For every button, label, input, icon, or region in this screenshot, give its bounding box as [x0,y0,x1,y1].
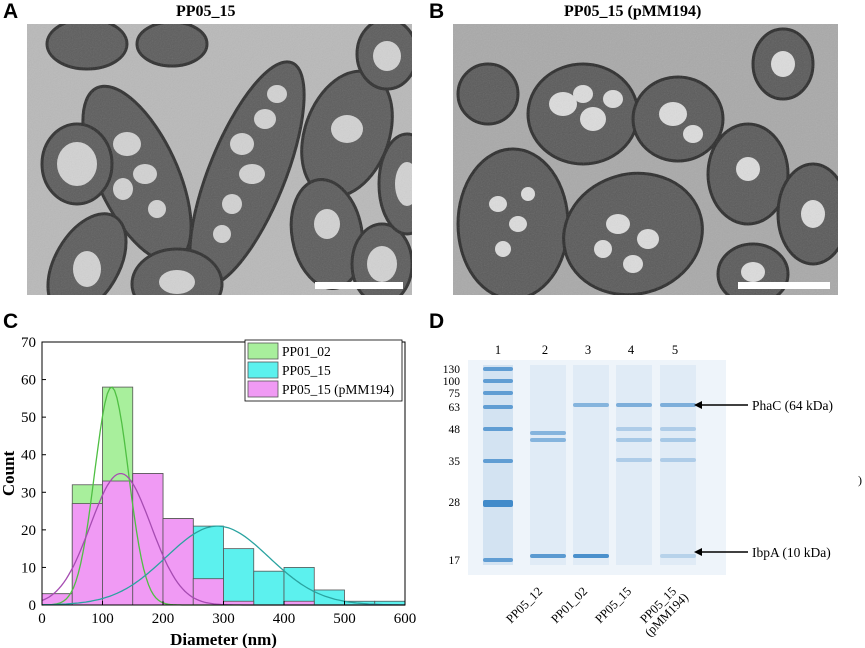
protein-band [530,438,566,442]
protein-band [660,554,696,558]
scale-bar-a [315,282,403,289]
stray-mark: ) [858,473,862,487]
panel-c-letter: C [3,310,19,333]
legend-swatch [247,361,279,379]
y-tick-label: 70 [21,335,36,351]
histogram-chart: 0 100 200 300 400 500 600 0 10 20 30 40 50 60 70 Diamet… [0,335,417,648]
legend-label: PP01_02 [282,344,331,359]
micrograph-a [27,24,412,295]
protein-band [660,438,696,442]
legend-swatch [247,342,279,360]
legend-label: PP05_15 [282,363,331,378]
annotation-label: IbpA (10 kDa) [752,545,831,560]
y-axis-label: Count [0,450,18,496]
panel-b-letter: B [429,0,445,23]
annotation-label: PhaC (64 kDa) [752,398,833,413]
protein-band [616,427,652,431]
protein-band [660,403,696,407]
ladder-band [483,558,513,562]
protein-band [616,403,652,407]
ladder-smear [483,365,513,565]
protein-band [530,554,566,558]
marker-label: 100 [443,376,461,388]
histogram-bar [223,548,255,606]
protein-band [573,403,609,407]
marker-label: 35 [449,456,461,468]
histogram-bar [253,570,285,606]
ladder-band [483,405,513,409]
x-tick-label: 500 [333,611,356,627]
protein-band [573,554,609,558]
lane-label: PP05_12 [503,584,545,626]
y-tick-label: 40 [21,448,36,464]
x-tick-label: 0 [38,611,46,627]
legend-swatch [247,380,279,398]
histogram-bar [192,578,224,606]
lane-label: PP05_15 [592,584,634,626]
lane-smear [530,365,566,565]
legend-label: PP05_15 (pMM194) [282,382,394,397]
y-tick-label: 20 [21,523,36,539]
ladder-band [483,459,513,463]
y-tick-label: 0 [29,598,37,614]
annotation-arrowhead [694,548,702,556]
histogram-bar [283,567,315,606]
ladder-band [483,367,513,371]
x-tick-label: 600 [394,611,417,627]
x-axis-label: Diameter (nm) [170,630,277,648]
micrograph-b-image [453,24,838,295]
x-tick-label: 100 [91,611,114,627]
ladder-band [483,427,513,431]
lane-smear [573,365,609,565]
x-tick-label: 200 [152,611,175,627]
ladder-band [483,391,513,395]
marker-label: 17 [449,555,461,567]
marker-label: 63 [449,402,461,414]
protein-band [616,458,652,462]
protein-band [660,427,696,431]
lane-number: 4 [628,343,635,357]
y-tick-label: 50 [21,410,36,426]
marker-label: 75 [449,388,461,400]
marker-label: 130 [443,364,461,376]
lane-smear [660,365,696,565]
protein-band [530,431,566,435]
lane-number: 3 [585,343,591,357]
ladder-band [483,500,513,507]
scale-bar-b [738,282,830,289]
marker-label: 28 [449,497,461,509]
panel-d-letter: D [429,310,445,333]
panel-a-title: PP05_15 [176,3,236,20]
chart-legend: PP01_02 PP05_15 PP05_15 (pMM194) [244,339,403,402]
lane-smear [616,365,652,565]
micrograph-a-image [27,24,412,295]
protein-band [616,438,652,442]
y-tick-label: 10 [21,560,36,576]
panel-a-letter: A [3,0,19,23]
lane-number: 1 [495,343,501,357]
lane-label: PP01_02 [548,584,590,626]
histogram-bar [102,480,134,606]
histogram-bar [71,503,103,606]
panel-b-title: PP05_15 (pMM194) [564,3,702,20]
y-tick-label: 60 [21,373,36,389]
x-tick-label: 400 [273,611,296,627]
annotation-arrowhead [694,401,702,409]
ladder-band [483,379,513,383]
x-tick-label: 300 [212,611,235,627]
lane-number: 5 [672,343,678,357]
y-tick-label: 30 [21,485,36,501]
micrograph-b [453,24,838,295]
gel-background [468,360,726,575]
protein-band [660,458,696,462]
marker-label: 48 [449,424,461,436]
lane-number: 2 [542,343,548,357]
histogram-bar [162,518,194,606]
